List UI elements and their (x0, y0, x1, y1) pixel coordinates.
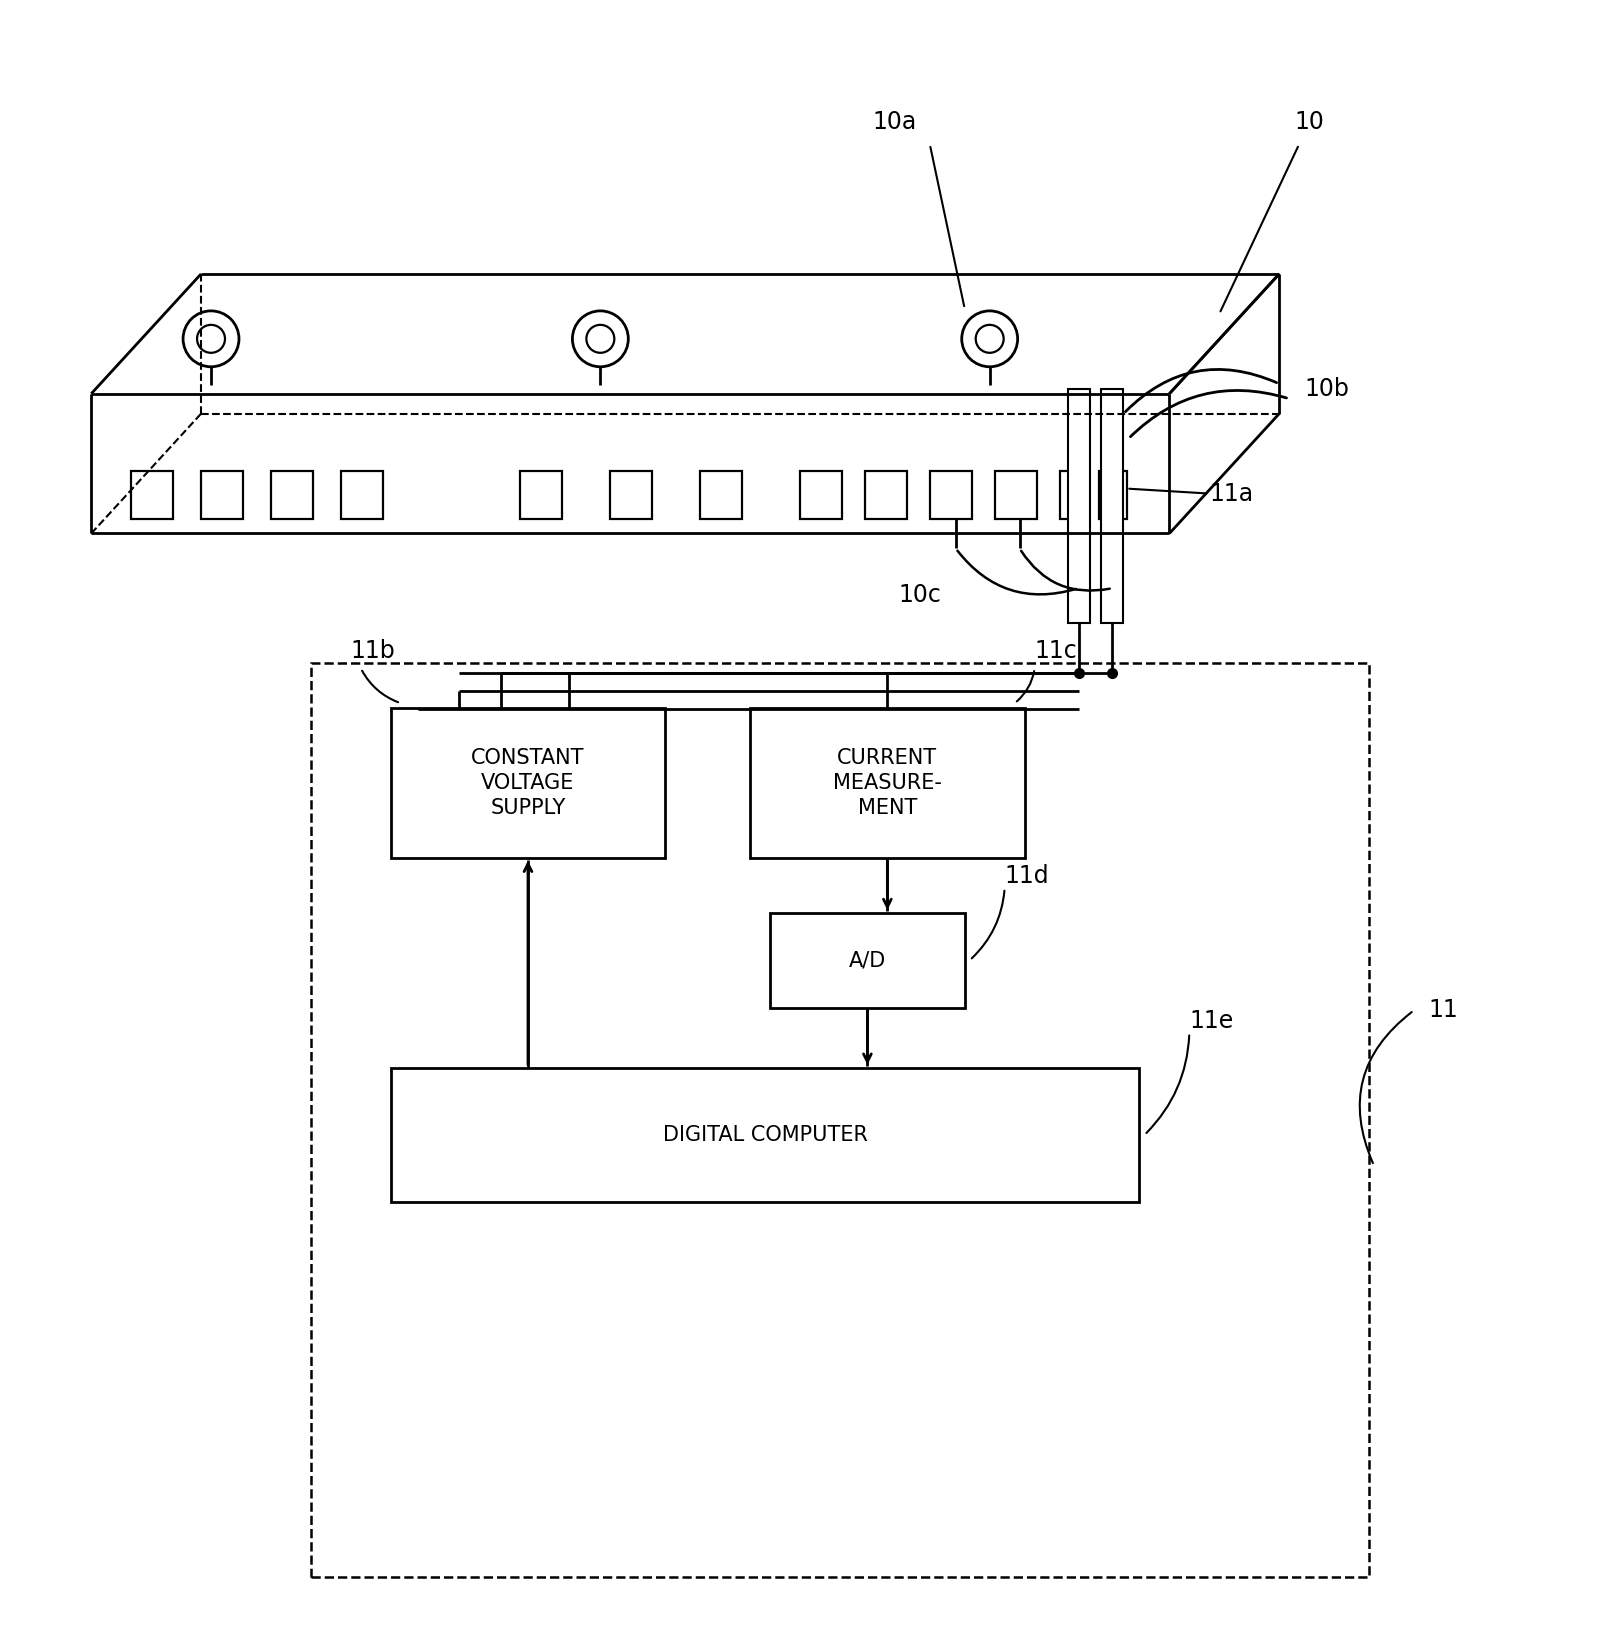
Bar (391, 1068, 1139, 1203)
Text: 11b: 11b (351, 639, 396, 664)
Bar (700, 470, 742, 519)
Bar (611, 470, 653, 519)
Bar (271, 470, 314, 519)
Bar (929, 470, 971, 519)
Text: 10b: 10b (1304, 376, 1349, 401)
Bar (800, 470, 842, 519)
Text: 10c: 10c (898, 583, 941, 608)
Text: DIGITAL COMPUTER: DIGITAL COMPUTER (663, 1125, 868, 1145)
Text: 11d: 11d (1005, 864, 1049, 887)
Text: A/D: A/D (848, 950, 886, 971)
Text: 10: 10 (1294, 110, 1324, 135)
Bar (1060, 470, 1088, 519)
Bar (341, 470, 383, 519)
Bar (520, 470, 562, 519)
Bar (1068, 389, 1089, 623)
Bar (1102, 389, 1123, 623)
Bar (1099, 470, 1128, 519)
Text: 11c: 11c (1034, 639, 1078, 664)
Text: 11a: 11a (1209, 481, 1254, 506)
Text: 11e: 11e (1189, 1009, 1233, 1033)
Text: CURRENT
MEASURE-
MENT: CURRENT MEASURE- MENT (832, 748, 942, 818)
Bar (750, 708, 1025, 858)
Bar (200, 470, 242, 519)
Bar (310, 664, 1369, 1577)
Text: 11: 11 (1429, 999, 1459, 1022)
Bar (391, 708, 666, 858)
Bar (771, 914, 965, 1007)
Bar (995, 470, 1036, 519)
Bar (131, 470, 173, 519)
Text: 10a: 10a (873, 110, 916, 135)
Text: CONSTANT
VOLTAGE
SUPPLY: CONSTANT VOLTAGE SUPPLY (472, 748, 585, 818)
Bar (865, 470, 907, 519)
